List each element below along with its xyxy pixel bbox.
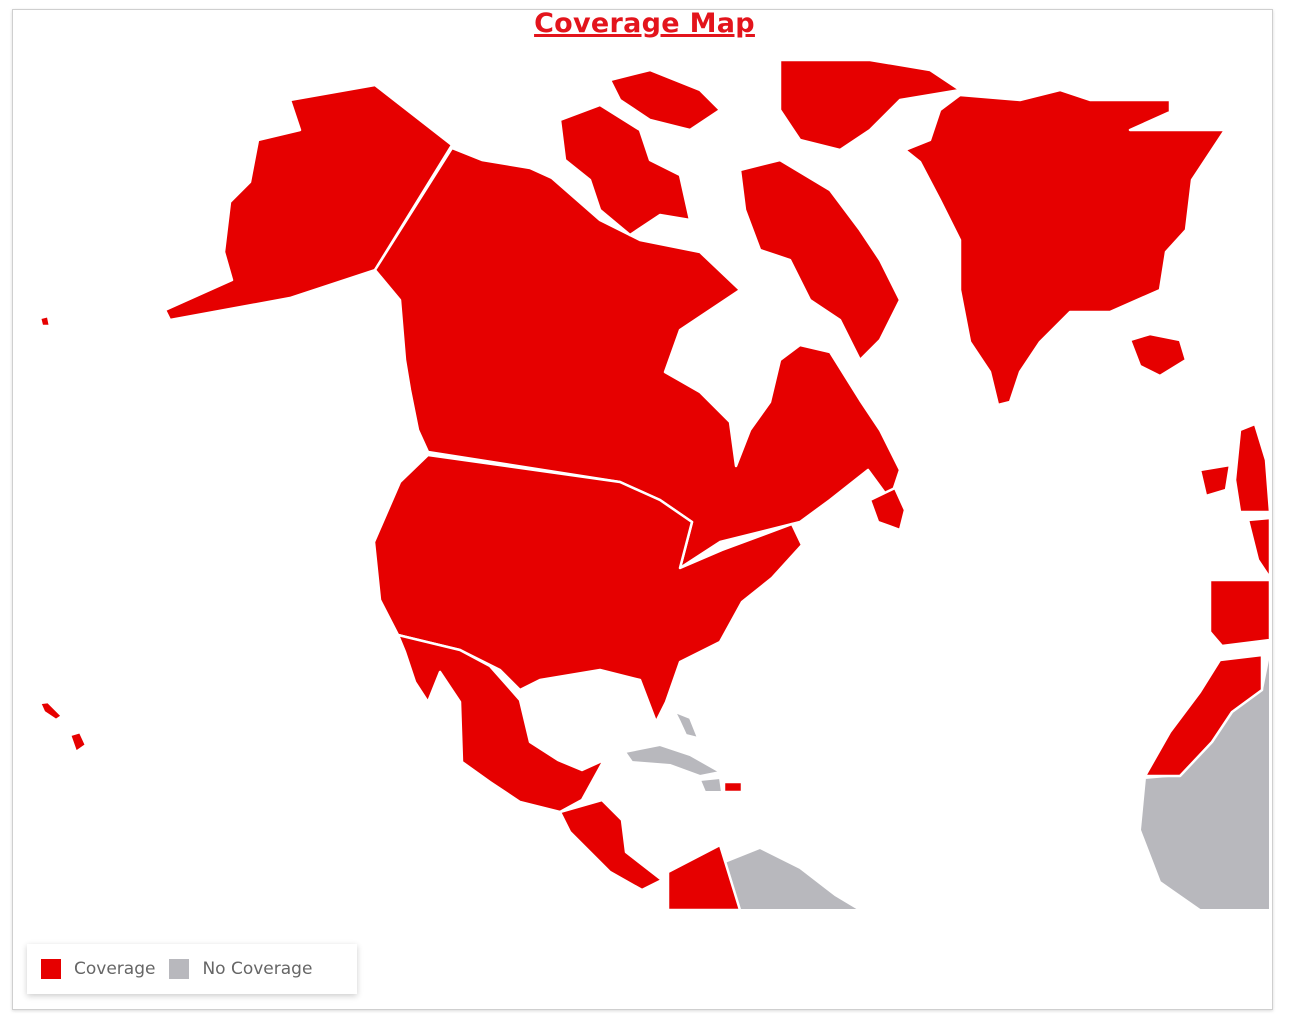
region-iberia[interactable] <box>1208 578 1272 648</box>
no-coverage-swatch <box>169 959 190 979</box>
region-hispaniola-no-coverage[interactable] <box>699 777 723 793</box>
region-puerto-rico[interactable] <box>722 780 744 794</box>
legend-item-coverage[interactable]: Coverage <box>41 959 155 979</box>
region-bahamas-no-coverage[interactable] <box>674 711 699 739</box>
page-title: Coverage Map <box>534 8 755 39</box>
region-iceland[interactable] <box>1128 332 1188 378</box>
region-france[interactable] <box>1246 516 1272 580</box>
region-central-america[interactable] <box>558 798 664 892</box>
region-cuba-no-coverage[interactable] <box>624 744 721 777</box>
legend-label: Coverage <box>74 959 156 979</box>
legend-label: No Coverage <box>202 959 313 979</box>
region-baffin-island[interactable] <box>738 158 902 362</box>
region-ireland[interactable] <box>1198 463 1232 498</box>
legend-item-no-coverage[interactable]: No Coverage <box>169 959 312 979</box>
region-newfoundland[interactable] <box>868 486 907 532</box>
region-arctic-islands[interactable] <box>558 103 692 237</box>
region-canada[interactable] <box>373 146 902 570</box>
region-arctic-islands-small[interactable] <box>608 68 722 132</box>
region-aleutians[interactable] <box>38 314 52 328</box>
map-legend: Coverage No Coverage <box>27 944 357 994</box>
coverage-swatch <box>41 959 61 979</box>
region-greenland[interactable] <box>903 88 1227 407</box>
region-morocco[interactable] <box>1143 653 1264 778</box>
region-ellesmere-island[interactable] <box>778 58 962 152</box>
region-colombia[interactable] <box>666 843 742 912</box>
region-hawaii[interactable] <box>68 730 88 754</box>
region-uk[interactable] <box>1233 422 1272 514</box>
region-hawaii-islands[interactable] <box>38 700 64 722</box>
